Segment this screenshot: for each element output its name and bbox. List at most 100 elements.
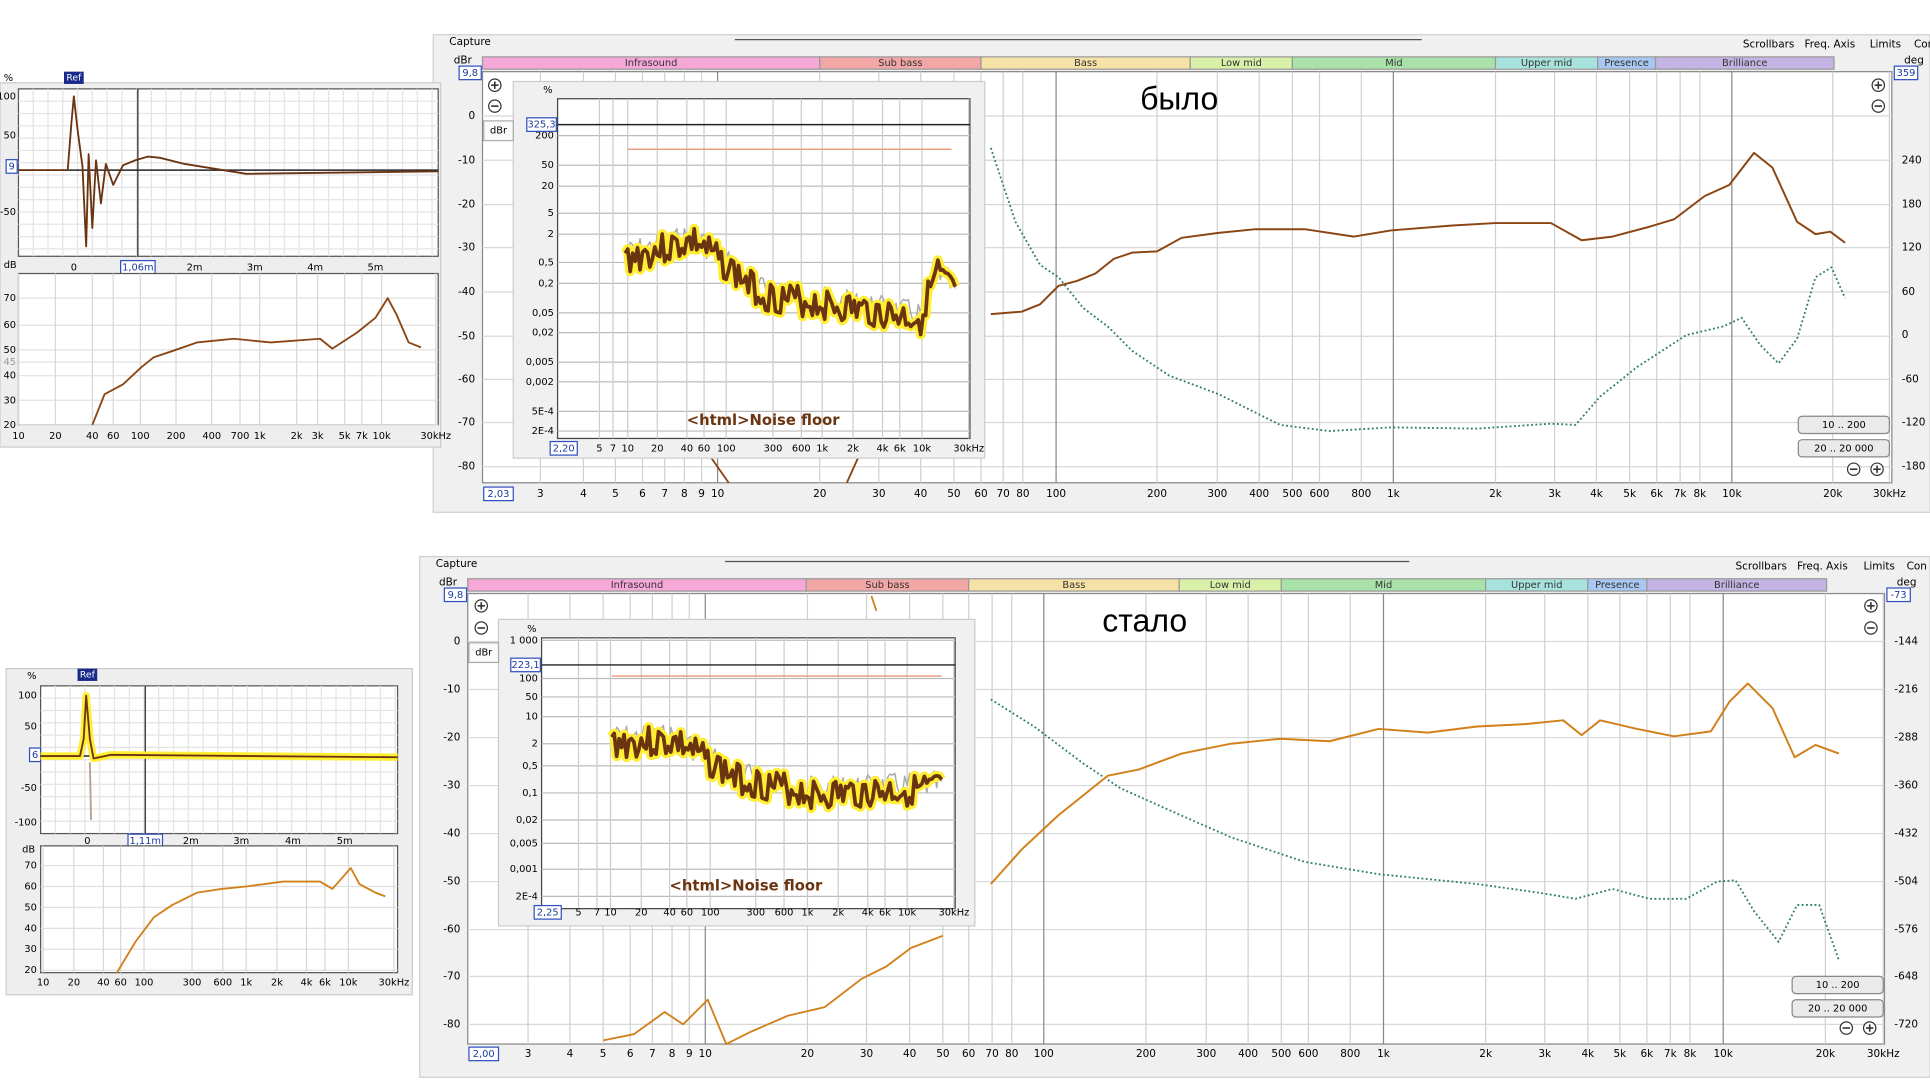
x-tick-label: 10k bbox=[372, 431, 391, 442]
x-tick-label: 7k bbox=[1674, 488, 1688, 500]
y-unit: % bbox=[4, 73, 13, 84]
x-tick-label: 4 bbox=[580, 488, 587, 500]
x-tick-label: 2k bbox=[291, 431, 303, 442]
capture-button[interactable]: Capture bbox=[436, 558, 478, 570]
spectrum-curve bbox=[91, 297, 422, 426]
ref-flag bbox=[77, 668, 98, 681]
capture-button[interactable]: Capture bbox=[449, 36, 491, 48]
x-min-box bbox=[533, 904, 562, 920]
x-tick-label: 10k bbox=[339, 977, 358, 988]
x-tick-label: 50 bbox=[936, 1048, 949, 1060]
y-tick-label: -30 bbox=[443, 780, 460, 792]
x-tick-label: 100 bbox=[131, 431, 150, 442]
band-label: Bass bbox=[1074, 58, 1097, 69]
menu-item[interactable]: Freq. Axis bbox=[1797, 560, 1848, 572]
y-marker-box bbox=[5, 159, 18, 174]
y-max: 9,8 bbox=[448, 590, 464, 601]
x-min-box bbox=[549, 440, 578, 456]
x-tick-label: 40 bbox=[681, 443, 694, 454]
y2-tick-label: -120 bbox=[1902, 416, 1926, 428]
band-label: Brilliance bbox=[1722, 58, 1767, 69]
dbr-button[interactable] bbox=[483, 120, 514, 142]
x-min: 2,00 bbox=[473, 1049, 495, 1060]
band-label: Brilliance bbox=[1714, 580, 1759, 591]
range-button[interactable] bbox=[1791, 975, 1884, 995]
band-label: Bass bbox=[1062, 580, 1085, 591]
range-button[interactable] bbox=[1797, 415, 1890, 435]
x-tick-label: 6k bbox=[879, 907, 891, 918]
range-button[interactable] bbox=[1797, 439, 1890, 458]
x-tick-label: 6k bbox=[1641, 1048, 1655, 1060]
y-tick-label: 50 bbox=[3, 131, 16, 142]
x-tick-label: 100 bbox=[135, 977, 154, 988]
menu-item[interactable]: Con bbox=[1914, 39, 1930, 51]
y-tick-label: 50 bbox=[3, 345, 16, 356]
x-tick-label: 3 bbox=[525, 1048, 532, 1060]
x-tick-label: 800 bbox=[1351, 488, 1371, 500]
menu-item[interactable]: Scrollbars bbox=[1743, 39, 1794, 51]
menu-item[interactable]: Limits bbox=[1864, 560, 1895, 572]
y-tick-label: 50 bbox=[24, 721, 37, 732]
x-tick-label: 10 bbox=[711, 488, 724, 500]
y-tick-label: 60 bbox=[3, 320, 16, 331]
x-tick-label: 1k bbox=[1377, 1048, 1391, 1060]
x-tick-label: 100 bbox=[1034, 1048, 1054, 1060]
y-tick-label: 0,1 bbox=[522, 788, 538, 799]
x-tick-label: 20 bbox=[49, 431, 62, 442]
x-tick-label: 20 bbox=[68, 977, 81, 988]
y-tick-label: -100 bbox=[15, 817, 37, 828]
x-tick-label: 30 bbox=[872, 488, 885, 500]
x-tick-label: 60 bbox=[681, 907, 694, 918]
dbr-button-label[interactable]: dBr bbox=[490, 126, 508, 137]
y-tick-label: 70 bbox=[3, 293, 16, 304]
x-tick-label: 300 bbox=[764, 443, 783, 454]
x-tick-label: 10k bbox=[898, 907, 917, 918]
x-tick-label: 1k bbox=[1387, 488, 1401, 500]
dbr-button-label[interactable]: dBr bbox=[475, 648, 493, 659]
x-tick-label: 5 bbox=[612, 488, 619, 500]
y-unit: % bbox=[527, 624, 536, 635]
x-tick-label: 2m bbox=[187, 262, 203, 273]
y-tick-label: 45 bbox=[3, 357, 16, 368]
y2-tick-label: -720 bbox=[1894, 1018, 1918, 1030]
x-tick-label: 20k bbox=[1823, 488, 1843, 500]
range-button-label[interactable]: 20 .. 20 000 bbox=[1808, 1003, 1867, 1014]
x-tick-label: 50 bbox=[947, 488, 960, 500]
band-label: Mid bbox=[1385, 58, 1402, 69]
ref-label: Ref bbox=[80, 669, 96, 680]
range-button-label[interactable]: 10 .. 200 bbox=[1816, 980, 1860, 991]
x-tick-label: 200 bbox=[1147, 488, 1167, 500]
menu-item[interactable]: Scrollbars bbox=[1736, 560, 1787, 572]
menu-item[interactable]: Con bbox=[1907, 560, 1927, 572]
response-curve bbox=[710, 457, 730, 484]
x-tick-label: 200 bbox=[167, 431, 186, 442]
x-tick-label: 400 bbox=[202, 431, 221, 442]
y-tick-label: 0,2 bbox=[538, 278, 554, 289]
y-tick-label: 50 bbox=[541, 160, 554, 171]
x-tick-label: 5 bbox=[596, 443, 602, 454]
x-tick-label: 70 bbox=[985, 1048, 998, 1060]
y-marker: 9 bbox=[9, 161, 15, 172]
x-tick-label: 2k bbox=[832, 907, 844, 918]
y-tick-label: -80 bbox=[458, 461, 475, 473]
x-tick-label: 3m bbox=[233, 836, 249, 847]
x-tick-label: 4m bbox=[307, 262, 323, 273]
x-tick-label: 500 bbox=[1271, 1048, 1291, 1060]
x-tick-label: 30kHz bbox=[1867, 1048, 1900, 1060]
dbr-button[interactable] bbox=[468, 642, 500, 664]
y2-unit: deg bbox=[1897, 576, 1917, 588]
menu-item[interactable]: Limits bbox=[1870, 39, 1901, 51]
y-unit: % bbox=[27, 671, 36, 682]
range-button[interactable] bbox=[1791, 999, 1884, 1018]
x-tick-label: 3k bbox=[1548, 488, 1562, 500]
range-button-label[interactable]: 20 .. 20 000 bbox=[1814, 443, 1873, 454]
x-min: 2,03 bbox=[488, 489, 510, 500]
x-tick-label: 1k bbox=[240, 977, 252, 988]
menu-item[interactable]: Freq. Axis bbox=[1804, 39, 1855, 51]
caption: стало bbox=[1102, 603, 1187, 639]
range-button-label[interactable]: 10 .. 200 bbox=[1822, 420, 1866, 431]
x-tick-label: 100 bbox=[1046, 488, 1066, 500]
band bbox=[1654, 56, 1835, 70]
x-min: 2,25 bbox=[537, 907, 559, 918]
x-marker: 1,06m bbox=[122, 262, 153, 273]
